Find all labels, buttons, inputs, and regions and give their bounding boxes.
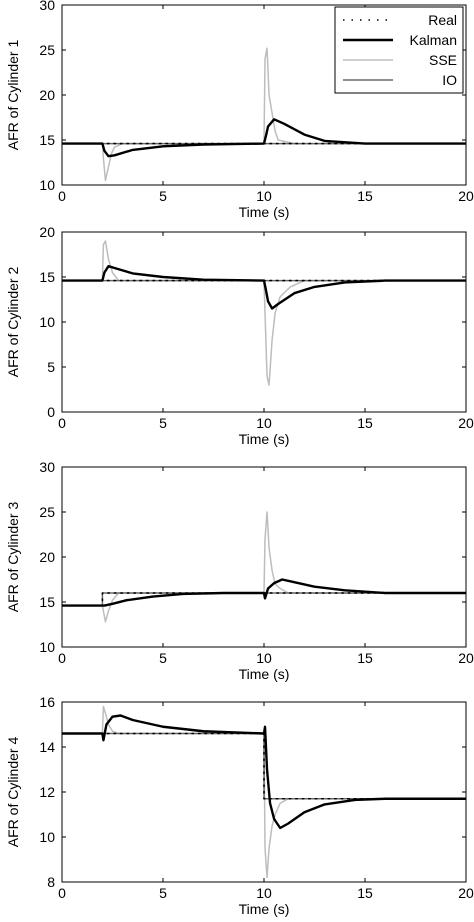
y-tick-label: 8	[47, 874, 55, 890]
series-group	[62, 511, 466, 623]
legend-label-io: IO	[442, 72, 457, 88]
y-tick-label: 20	[39, 549, 55, 565]
y-tick-label: 20	[39, 87, 55, 103]
series-line-kalman	[62, 578, 466, 607]
y-tick-label: 30	[39, 0, 55, 13]
y-axis-label: AFR of Cylinder 3	[5, 502, 21, 613]
y-tick-label: 20	[39, 224, 55, 240]
y-axis-label: AFR of Cylinder 4	[5, 737, 21, 848]
y-tick-label: 12	[39, 784, 55, 800]
x-tick-label: 20	[458, 885, 474, 901]
chart-panel-3: 0 5 10 15 20 10 15 20 25 30 Time (s) AFR of Cylinde…	[5, 459, 474, 682]
chart-panel-1: 0 5 10 15 20 10 15 20 25 30 Time (s) AFR of Cylinde…	[5, 0, 474, 220]
x-tick-label: 0	[58, 415, 66, 431]
x-axis-label: Time (s)	[239, 431, 290, 447]
y-axis-label: AFR of Cylinder 2	[5, 267, 21, 378]
x-tick-label: 15	[357, 650, 373, 666]
x-tick-label: 0	[58, 650, 66, 666]
series-line-sse	[62, 511, 466, 623]
legend-label-real: Real	[428, 12, 457, 28]
axes-frame	[61, 231, 467, 413]
y-tick-label: 14	[39, 739, 55, 755]
x-axis-label: Time (s)	[239, 204, 290, 220]
y-tick-label: 25	[39, 504, 55, 520]
series-line-sse	[62, 240, 466, 386]
x-tick-label: 5	[159, 885, 167, 901]
x-axis-label: Time (s)	[239, 666, 290, 682]
series-group	[62, 47, 466, 182]
series-group	[62, 705, 466, 879]
y-tick-label: 15	[39, 132, 55, 148]
x-tick-label: 10	[256, 885, 272, 901]
y-tick-label: 0	[47, 404, 55, 420]
y-tick-label: 10	[39, 177, 55, 193]
x-axis-label: Time (s)	[239, 901, 290, 917]
legend-label-sse: SSE	[429, 52, 457, 68]
x-tick-label: 10	[256, 650, 272, 666]
x-tick-label: 20	[458, 650, 474, 666]
x-tick-label: 15	[357, 415, 373, 431]
x-tick-label: 15	[357, 885, 373, 901]
x-tick-label: 10	[256, 188, 272, 204]
x-tick-label: 10	[256, 415, 272, 431]
x-tick-label: 15	[357, 188, 373, 204]
series-line-kalman	[62, 714, 466, 830]
y-tick-label: 10	[39, 829, 55, 845]
x-tick-label: 5	[159, 650, 167, 666]
y-tick-label: 5	[47, 359, 55, 375]
series-group	[62, 240, 466, 386]
legend-label-kalman: Kalman	[410, 32, 457, 48]
y-tick-label: 10	[39, 639, 55, 655]
series-line-real	[62, 732, 466, 800]
x-tick-label: 20	[458, 415, 474, 431]
y-axis-label: AFR of Cylinder 1	[5, 40, 21, 151]
x-tick-label: 0	[58, 188, 66, 204]
y-tick-label: 15	[39, 269, 55, 285]
y-tick-label: 15	[39, 594, 55, 610]
y-tick-label: 25	[39, 42, 55, 58]
x-tick-label: 5	[159, 188, 167, 204]
series-line-kalman	[62, 265, 466, 310]
series-line-kalman	[62, 118, 466, 158]
x-tick-label: 20	[458, 188, 474, 204]
legend-box	[334, 6, 464, 94]
y-tick-label: 16	[39, 694, 55, 710]
legend: Real Kalman SSE IO	[334, 6, 464, 94]
x-tick-label: 0	[58, 885, 66, 901]
y-tick-label: 10	[39, 314, 55, 330]
x-tick-label: 5	[159, 415, 167, 431]
y-tick-label: 30	[39, 459, 55, 475]
chart-panel-4: 0 5 10 15 20 8 10 12 14 16 Time (s) AFR of Cylinder…	[5, 694, 474, 917]
chart-panel-2: 0 5 10 15 20 0 5 10 15 20 Time (s) AFR of Cylinder …	[5, 224, 474, 447]
